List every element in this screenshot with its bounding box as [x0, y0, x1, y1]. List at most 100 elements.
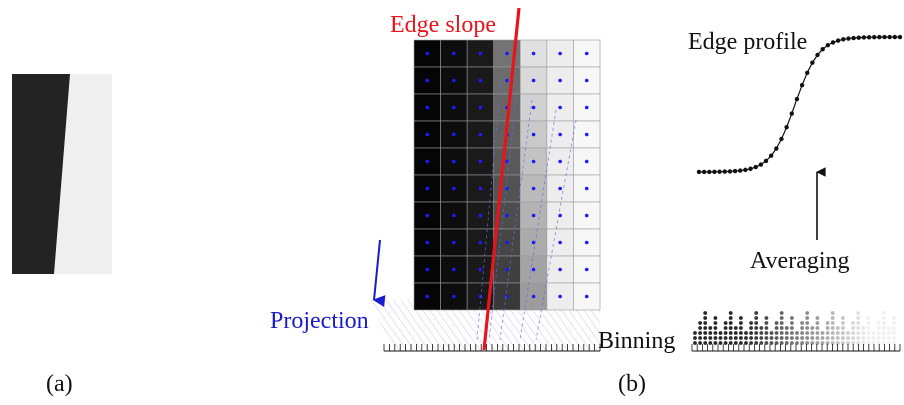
sample-point — [478, 78, 483, 83]
sample-point — [558, 186, 562, 191]
profile-point — [861, 35, 867, 40]
bin-dot — [698, 321, 702, 325]
bin-dot — [749, 341, 753, 345]
bin-dot — [851, 331, 855, 335]
profile-point — [866, 35, 872, 40]
bin-dot — [881, 311, 886, 315]
profile-point — [717, 169, 722, 174]
profile-point — [815, 52, 820, 58]
bin-dot — [841, 336, 845, 340]
sample-point — [558, 294, 562, 299]
sample-point — [478, 51, 483, 56]
bin-dot — [866, 316, 871, 320]
sample-point — [584, 186, 589, 191]
bin-dot — [795, 331, 799, 335]
bin-dot — [835, 341, 840, 345]
bin-dot — [805, 341, 810, 345]
sample-point — [584, 132, 589, 137]
bin-dot — [779, 336, 784, 340]
sample-point — [425, 186, 430, 191]
sample-point — [531, 132, 536, 137]
edge-slope-label: Edge slope — [390, 12, 496, 38]
bin-dot — [754, 316, 759, 320]
bin-dot — [728, 311, 733, 315]
profile-point — [841, 37, 846, 42]
bin-dot — [886, 341, 891, 345]
profile-point — [763, 158, 769, 164]
bin-dot — [815, 331, 820, 335]
bin-dot — [779, 321, 784, 325]
bin-dot — [830, 316, 835, 320]
profile-point — [820, 47, 825, 52]
bin-dot — [800, 336, 804, 340]
bin-dot — [698, 331, 702, 335]
bin-dot — [851, 336, 855, 340]
bin-dot — [733, 331, 738, 335]
sample-point — [478, 159, 483, 164]
bin-dot — [744, 341, 748, 345]
profile-point — [897, 34, 903, 40]
bin-dot — [728, 336, 733, 340]
bin-dot — [754, 341, 759, 345]
projection-ray — [535, 119, 577, 341]
bin-dot — [800, 341, 804, 345]
sample-point — [452, 159, 456, 164]
bin-dot — [739, 316, 743, 320]
bin-dot — [779, 331, 784, 335]
bin-dot — [830, 311, 835, 315]
bin-dot — [886, 326, 891, 330]
sample-point — [452, 132, 456, 137]
bin-dot — [759, 336, 764, 340]
bin-dot — [892, 321, 896, 325]
bin-dot — [851, 326, 855, 330]
bin-dot — [800, 331, 804, 335]
panel-a-label: (a) — [46, 371, 73, 397]
bin-dot — [856, 331, 861, 335]
sample-point — [558, 213, 562, 218]
bin-dot — [835, 326, 840, 330]
sample-point — [452, 186, 456, 191]
bin-dot — [815, 326, 820, 330]
bin-dot — [713, 341, 718, 345]
profile-point — [877, 34, 882, 40]
sample-point — [531, 51, 536, 56]
bin-dot — [846, 331, 850, 335]
projection-axis — [383, 344, 601, 352]
bin-dot — [703, 331, 708, 335]
bin-dot — [739, 336, 743, 340]
bin-dot — [856, 336, 861, 340]
bin-dot — [703, 321, 708, 325]
profile-point — [707, 169, 712, 175]
bin-dot — [810, 336, 815, 340]
bin-dot — [769, 341, 774, 345]
bin-dot — [723, 326, 728, 330]
sample-point — [505, 240, 509, 245]
profile-point — [743, 167, 748, 173]
bin-dot — [881, 321, 886, 325]
bin-dot — [881, 316, 886, 320]
bin-dot — [830, 341, 835, 345]
bin-dot — [866, 321, 871, 325]
profile-line — [698, 36, 900, 173]
bin-dot — [723, 341, 728, 345]
bin-dot — [708, 326, 713, 330]
sample-point — [584, 267, 589, 272]
sample-point — [584, 51, 589, 56]
sample-point — [425, 294, 430, 299]
sample-point — [584, 159, 589, 164]
sample-point — [584, 78, 589, 83]
sample-point — [425, 78, 430, 83]
bin-dot — [764, 321, 769, 325]
bin-dot — [886, 336, 891, 340]
bin-dot — [708, 336, 713, 340]
profile-point — [794, 96, 800, 102]
bin-dot — [733, 336, 738, 340]
bin-dot — [769, 336, 774, 340]
profile-point — [789, 111, 794, 116]
projection-ray — [519, 109, 557, 341]
bin-dot — [759, 341, 764, 345]
bin-dot — [825, 326, 830, 330]
bin-dot — [856, 341, 861, 345]
pixel-grid — [413, 39, 601, 311]
sample-point — [505, 294, 509, 299]
